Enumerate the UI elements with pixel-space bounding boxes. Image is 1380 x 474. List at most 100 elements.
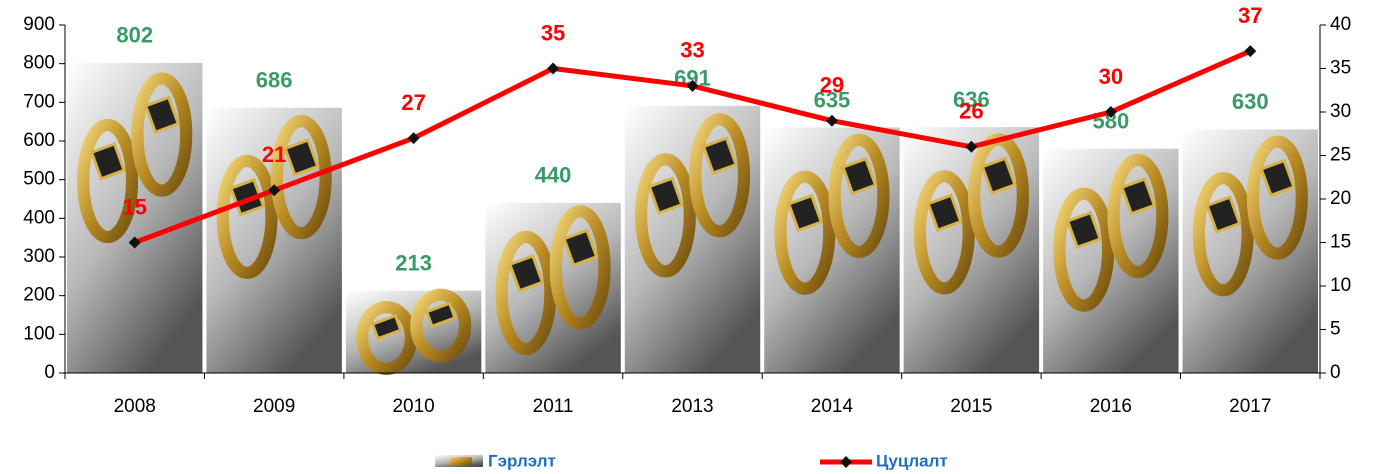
line-value-label: 15	[122, 194, 146, 219]
line-value-label: 35	[541, 20, 565, 45]
y-tick-label: 900	[23, 14, 55, 35]
y2-tick-label: 25	[1330, 145, 1351, 166]
y2-tick-label: 5	[1330, 319, 1341, 340]
line-marker	[128, 236, 141, 249]
bar-group	[764, 127, 900, 373]
legend: Гэрлэлт Цуцлалт	[435, 451, 948, 470]
bar-value-label: 636	[953, 87, 990, 112]
x-tick-label: 2008	[114, 396, 156, 417]
ring-stone	[370, 313, 403, 341]
legend-swatch-gold	[450, 457, 472, 465]
ring-stone	[143, 95, 181, 135]
legend-label: Гэрлэлт	[488, 451, 556, 470]
ring-stone	[647, 176, 684, 215]
x-tick-label: 2015	[950, 396, 992, 417]
line-value-label: 21	[262, 142, 286, 167]
bar-value-label: 802	[116, 23, 153, 48]
bar-group	[345, 288, 482, 375]
bar-group	[1043, 148, 1179, 373]
line-value-label: 30	[1099, 64, 1123, 89]
y-tick-label: 700	[23, 91, 55, 112]
ring-stone	[786, 193, 824, 233]
ring-decoration	[1053, 187, 1115, 312]
y-tick-label: 600	[23, 130, 55, 151]
ring-decoration	[828, 133, 890, 258]
ring-stone	[1065, 210, 1103, 250]
line-value-label: 33	[680, 38, 704, 63]
line-marker	[407, 132, 420, 145]
line-value-label: 27	[401, 90, 425, 115]
y2-tick-label: 15	[1330, 232, 1351, 253]
x-tick-label: 2016	[1090, 396, 1132, 417]
x-tick-label: 2017	[1229, 396, 1271, 417]
ring-decoration	[913, 170, 975, 295]
x-tick-label: 2011	[533, 396, 574, 417]
ring-decoration	[1192, 172, 1254, 297]
ring-decoration	[1246, 135, 1308, 260]
y2-tick-label: 30	[1330, 101, 1351, 122]
x-tick-label: 2010	[392, 396, 434, 417]
bar-value-label: 630	[1232, 89, 1269, 114]
bar-group	[1182, 129, 1318, 373]
line-marker	[825, 114, 838, 127]
y2-tick-label: 20	[1330, 188, 1351, 209]
x-tick-label: 2009	[253, 396, 295, 417]
line-marker	[268, 184, 281, 197]
legend-label: Цуцлалт	[876, 451, 948, 470]
y-tick-label: 0	[44, 362, 55, 383]
line-marker	[965, 140, 978, 153]
bar-value-label: 440	[535, 163, 572, 188]
line-value-label: 29	[820, 73, 844, 98]
bar-group	[624, 105, 761, 374]
y-tick-label: 200	[23, 285, 55, 306]
bar-value-label: 686	[256, 68, 293, 93]
ring-stone	[424, 301, 457, 329]
ring-decoration	[549, 205, 611, 330]
ring-decoration	[774, 170, 836, 295]
y2-tick-label: 35	[1330, 58, 1351, 79]
y-tick-label: 300	[23, 246, 55, 267]
line-marker	[686, 79, 699, 92]
bar-group	[206, 107, 342, 373]
y-tick-label: 500	[23, 169, 55, 190]
line-marker	[1244, 45, 1257, 58]
ring-stone	[926, 193, 963, 232]
ring-decoration	[689, 113, 751, 238]
y-tick-label: 100	[23, 323, 55, 344]
ring-decoration	[634, 153, 696, 278]
y-tick-label: 800	[23, 53, 55, 74]
ring-decoration	[495, 230, 557, 356]
bar-group	[903, 127, 1040, 373]
ring-stone	[507, 254, 545, 293]
line-marker	[1104, 106, 1117, 118]
ring-stone	[980, 156, 1017, 196]
ring-decoration	[216, 154, 278, 280]
bar-value-label: 213	[395, 250, 432, 275]
ring-stone	[701, 136, 738, 175]
y-tick-label: 400	[23, 207, 55, 228]
line-value-label: 26	[959, 99, 983, 124]
x-tick-label: 2014	[811, 396, 854, 417]
y2-tick-label: 10	[1330, 275, 1351, 296]
ring-stone	[283, 138, 320, 177]
ring-decoration	[410, 288, 472, 363]
ring-stone	[1205, 195, 1242, 234]
ring-stone	[1119, 177, 1157, 216]
y2-tick-label: 0	[1330, 362, 1341, 383]
bar-group	[485, 202, 621, 373]
ring-decoration	[1107, 153, 1169, 279]
bar-value-label: 635	[814, 87, 851, 112]
line-marker	[547, 62, 560, 75]
ring-decoration	[270, 114, 332, 240]
ring-stone	[562, 228, 599, 268]
x-tick-label: 2013	[671, 396, 713, 417]
ring-decoration	[356, 301, 417, 375]
ring-decoration	[131, 72, 193, 197]
y2-tick-label: 40	[1330, 14, 1351, 35]
ring-stone	[1259, 158, 1296, 198]
ring-stone	[841, 156, 878, 196]
line-value-label: 37	[1238, 3, 1262, 28]
ring-stone	[89, 142, 126, 181]
legend-marker	[840, 456, 852, 468]
